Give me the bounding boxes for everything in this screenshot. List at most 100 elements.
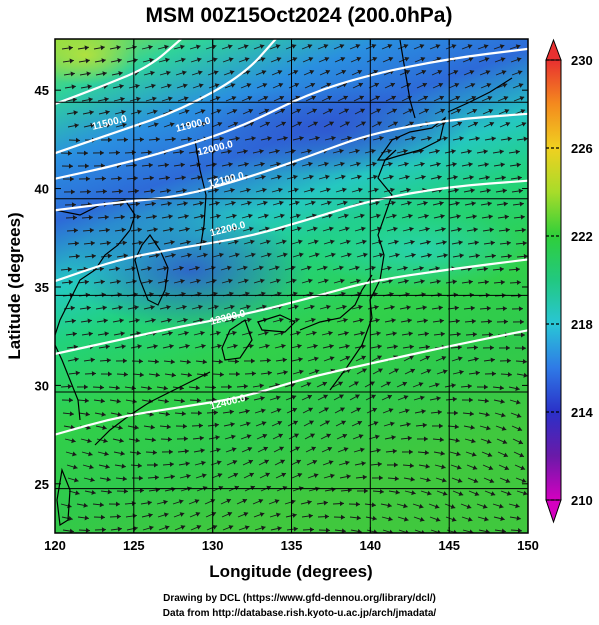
wind-arrow bbox=[467, 121, 479, 128]
wind-arrow bbox=[244, 136, 256, 142]
wind-arrow bbox=[434, 227, 446, 232]
wind-arrow bbox=[92, 384, 105, 390]
wind-arrow bbox=[287, 187, 299, 193]
wind-arrow bbox=[62, 176, 75, 182]
wind-arrow bbox=[239, 421, 251, 427]
wind-arrow bbox=[242, 459, 254, 466]
wind-arrow bbox=[68, 490, 80, 496]
coastline-ryukyu bbox=[94, 371, 211, 446]
wind-arrow bbox=[175, 70, 187, 76]
wind-arrow bbox=[110, 58, 122, 64]
wind-arrow bbox=[129, 96, 141, 102]
x-tick-label: 145 bbox=[438, 538, 460, 553]
wind-arrow bbox=[237, 162, 249, 167]
wind-arrow bbox=[355, 474, 367, 480]
wind-arrow bbox=[84, 371, 97, 377]
y-axis-label: Latitude (degrees) bbox=[5, 212, 24, 359]
wind-arrow bbox=[416, 318, 428, 324]
colorbar-ticks: 210 214 218 222 226 230 bbox=[546, 53, 593, 508]
wind-arrow bbox=[177, 96, 189, 102]
wind-arrow bbox=[227, 121, 239, 128]
wind-arrow bbox=[141, 162, 153, 168]
wind-arrow bbox=[337, 447, 349, 453]
wind-arrow bbox=[334, 174, 346, 180]
wind-arrow bbox=[318, 407, 329, 414]
wind-arrow bbox=[509, 44, 521, 50]
wind-arrow bbox=[372, 252, 384, 258]
chart-title: MSM 00Z15Oct2024 (200.0hPa) bbox=[146, 4, 453, 27]
wind-arrow bbox=[115, 476, 127, 482]
wind-arrow bbox=[177, 330, 189, 336]
wind-arrow bbox=[419, 239, 431, 245]
wind-arrow bbox=[413, 161, 425, 167]
wind-arrow bbox=[159, 188, 171, 194]
coastline-continent-north bbox=[194, 139, 207, 251]
wind-arrow bbox=[365, 161, 377, 167]
wind-arrow bbox=[98, 464, 110, 469]
wind-arrow bbox=[92, 502, 104, 508]
wind-arrow bbox=[435, 477, 447, 483]
wind-arrow bbox=[142, 175, 154, 181]
wind-arrow bbox=[352, 317, 364, 323]
wind-arrow bbox=[175, 188, 187, 194]
wind-arrow bbox=[236, 383, 248, 389]
wind-arrow bbox=[160, 436, 173, 442]
wind-arrow bbox=[512, 83, 524, 89]
wind-arrow bbox=[511, 188, 523, 194]
contour-line-12200 bbox=[55, 179, 528, 283]
y-tick-label: 40 bbox=[35, 182, 49, 197]
wind-arrow bbox=[158, 411, 170, 417]
coastline-japan-honshu-south bbox=[299, 274, 373, 331]
wind-arrow bbox=[303, 69, 315, 76]
wind-arrow bbox=[269, 278, 281, 284]
wind-arrow bbox=[268, 265, 280, 271]
wind-arrow bbox=[353, 331, 365, 336]
wind-arrow bbox=[257, 446, 269, 453]
colorbar-min-arrow bbox=[545, 499, 562, 524]
wind-arrow bbox=[511, 70, 523, 76]
wind-arrow bbox=[255, 304, 267, 310]
wind-arrow bbox=[403, 121, 415, 128]
wind-arrow bbox=[113, 331, 125, 337]
wind-arrow bbox=[190, 410, 203, 416]
coastline-kurils bbox=[447, 77, 513, 113]
wind-arrow bbox=[466, 108, 478, 115]
wind-arrow bbox=[292, 135, 304, 141]
contour-line-11500 bbox=[55, 39, 182, 105]
wind-arrow bbox=[97, 97, 109, 102]
wind-arrow bbox=[243, 472, 255, 479]
wind-arrow bbox=[436, 253, 448, 259]
wind-arrow bbox=[415, 69, 427, 76]
wind-arrow bbox=[429, 279, 441, 285]
wind-arrow bbox=[270, 526, 282, 531]
wind-arrow bbox=[417, 213, 429, 219]
wind-arrow bbox=[221, 162, 233, 167]
wind-arrow bbox=[176, 83, 188, 89]
wind-arrow bbox=[270, 174, 282, 180]
wind-arrow bbox=[416, 436, 429, 442]
coastline-kyushu bbox=[221, 319, 253, 361]
wind-arrow bbox=[492, 149, 504, 155]
wind-arrow bbox=[334, 407, 345, 414]
wind-arrow bbox=[307, 356, 319, 362]
wind-arrow bbox=[143, 70, 155, 76]
wind-arrow bbox=[227, 358, 240, 364]
height-contours bbox=[55, 39, 528, 436]
wind-arrow bbox=[95, 425, 107, 431]
wind-arrow bbox=[284, 382, 296, 388]
wind-arrow bbox=[512, 201, 524, 207]
wind-arrow bbox=[477, 162, 489, 168]
wind-arrow bbox=[355, 121, 366, 128]
wind-arrow bbox=[209, 330, 221, 336]
wind-arrow bbox=[94, 527, 107, 533]
wind-arrow bbox=[224, 83, 236, 89]
wind-arrow bbox=[429, 396, 441, 402]
wind-arrow bbox=[300, 265, 312, 271]
wind-arrow bbox=[129, 450, 141, 456]
wind-arrow bbox=[416, 82, 428, 89]
wind-arrow bbox=[126, 57, 138, 63]
wind-arrow bbox=[498, 227, 510, 233]
wind-arrow bbox=[208, 200, 220, 206]
wind-arrow bbox=[209, 96, 221, 102]
wind-arrow bbox=[365, 515, 377, 521]
